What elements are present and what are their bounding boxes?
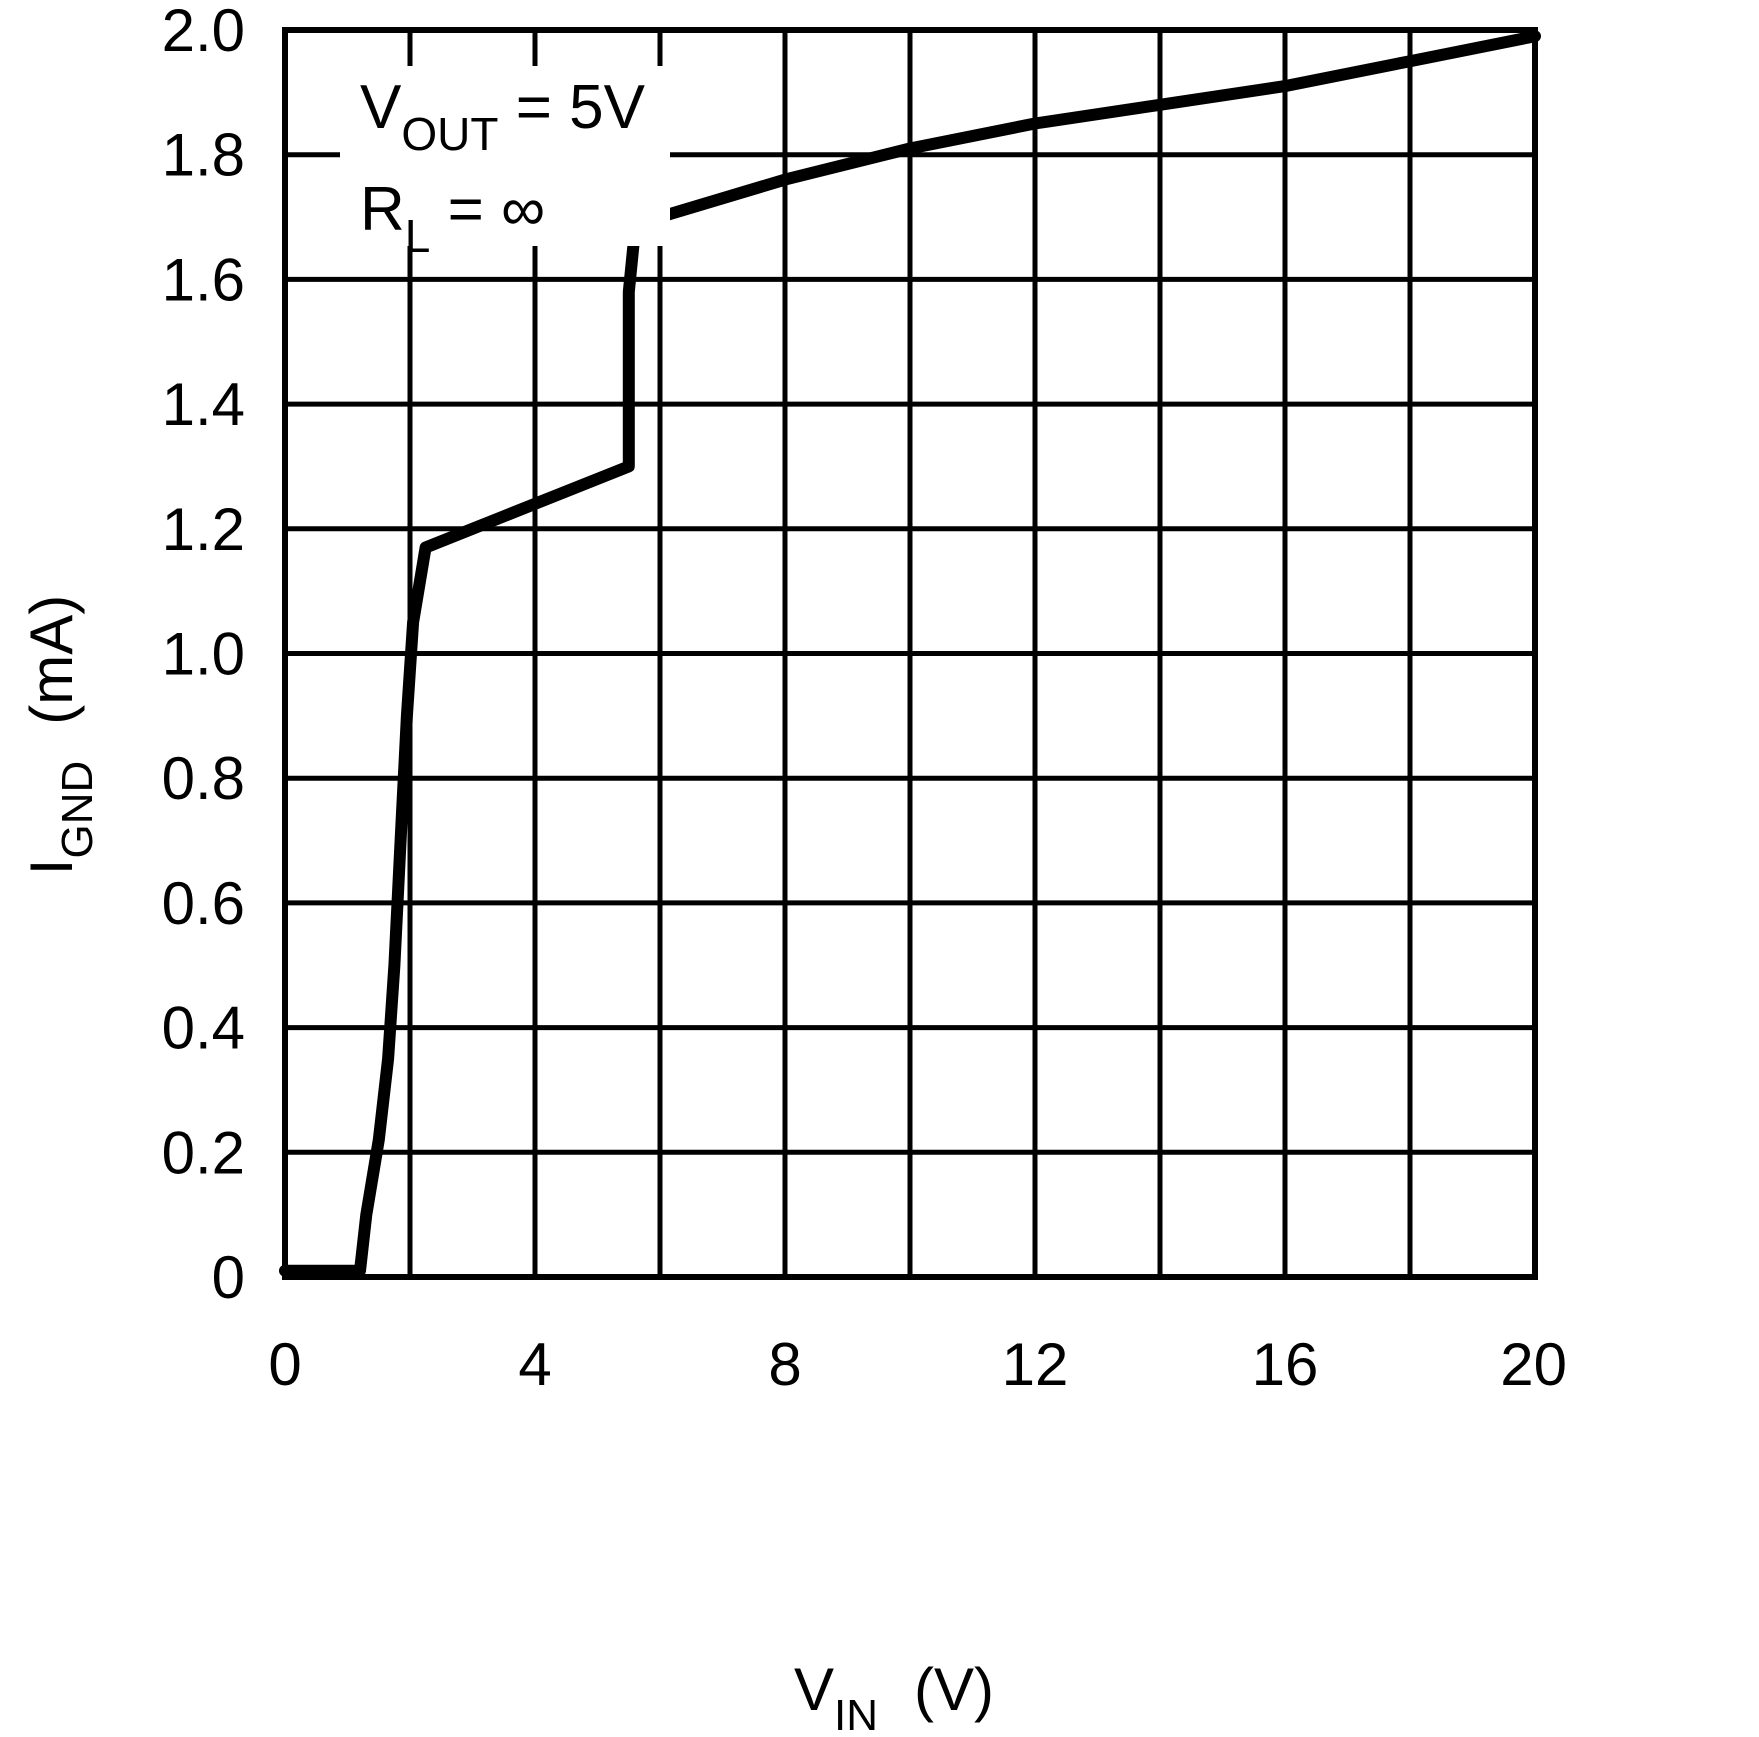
- y-tick-label: 0.8: [162, 745, 245, 812]
- y-tick-label: 1.2: [162, 496, 245, 563]
- y-tick-label: 1.4: [162, 371, 245, 438]
- x-axis-title-main: V: [794, 1656, 834, 1723]
- y-tick-label: 0.4: [162, 995, 245, 1062]
- y-axis-title: IGND (mA): [18, 595, 102, 875]
- annotation-vout: VOUT = 5V: [360, 73, 646, 160]
- y-tick-label: 0: [212, 1244, 245, 1311]
- data-series: [279, 30, 1541, 1277]
- y-axis-title-sub: GND: [53, 761, 102, 859]
- y-axis-title-main: I: [18, 859, 85, 876]
- annotation-vout-sub: OUT: [401, 108, 498, 160]
- x-tick-labels: 0 4 8 12 16 20: [268, 1331, 1567, 1398]
- annotation-rl-rest: = ∞: [430, 175, 545, 244]
- x-axis-title: VIN (V): [794, 1656, 994, 1737]
- annotation-background: [340, 66, 670, 246]
- x-tick-label: 12: [1002, 1331, 1069, 1398]
- y-tick-label: 0.2: [162, 1119, 245, 1186]
- y-tick-label: 0.6: [162, 870, 245, 937]
- annotation-rl: RL = ∞: [360, 175, 545, 262]
- y-axis-title-unit: (mA): [18, 595, 85, 725]
- y-tick-label: 1.6: [162, 246, 245, 313]
- grid-lines: [285, 30, 1535, 1277]
- x-tick-label: 4: [518, 1331, 551, 1398]
- x-tick-label: 20: [1500, 1331, 1567, 1398]
- plot-frame: [282, 27, 1538, 1280]
- annotation-vout-rest: = 5V: [498, 73, 645, 142]
- annotation-vout-main: V: [360, 73, 402, 142]
- x-axis-title-sub: IN: [834, 1691, 878, 1737]
- y-tick-label: 1.8: [162, 122, 245, 189]
- series-line: [279, 30, 1541, 1277]
- x-tick-label: 0: [268, 1331, 301, 1398]
- annotation-rl-main: R: [360, 175, 405, 244]
- annotation-rl-sub: L: [405, 210, 431, 262]
- y-tick-label: 1.0: [162, 621, 245, 688]
- x-tick-label: 16: [1252, 1331, 1319, 1398]
- x-tick-label: 8: [768, 1331, 801, 1398]
- y-tick-label: 2.0: [162, 0, 245, 64]
- y-tick-labels: 0 0.2 0.4 0.6 0.8 1.0 1.2 1.4 1.6 1.8 2.0: [162, 0, 245, 1311]
- x-axis-title-unit: (V): [914, 1656, 994, 1723]
